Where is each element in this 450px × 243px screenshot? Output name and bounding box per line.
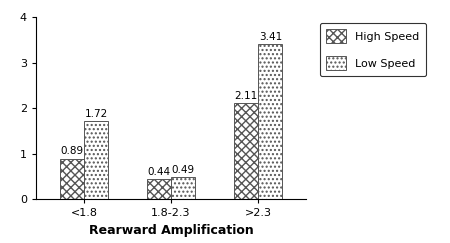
Bar — [59, 159, 84, 199]
Text: 2.11: 2.11 — [234, 91, 257, 101]
Bar — [258, 44, 283, 199]
Text: 0.49: 0.49 — [171, 165, 195, 175]
Legend: High Speed, Low Speed: High Speed, Low Speed — [320, 23, 426, 76]
Text: 3.41: 3.41 — [259, 32, 282, 42]
Bar — [171, 177, 195, 199]
Text: 0.89: 0.89 — [60, 147, 83, 156]
Bar — [234, 103, 258, 199]
Text: 1.72: 1.72 — [85, 109, 108, 119]
Text: 0.44: 0.44 — [147, 167, 171, 177]
X-axis label: Rearward Amplification: Rearward Amplification — [89, 224, 253, 237]
Bar — [147, 179, 171, 199]
Bar — [84, 121, 108, 199]
